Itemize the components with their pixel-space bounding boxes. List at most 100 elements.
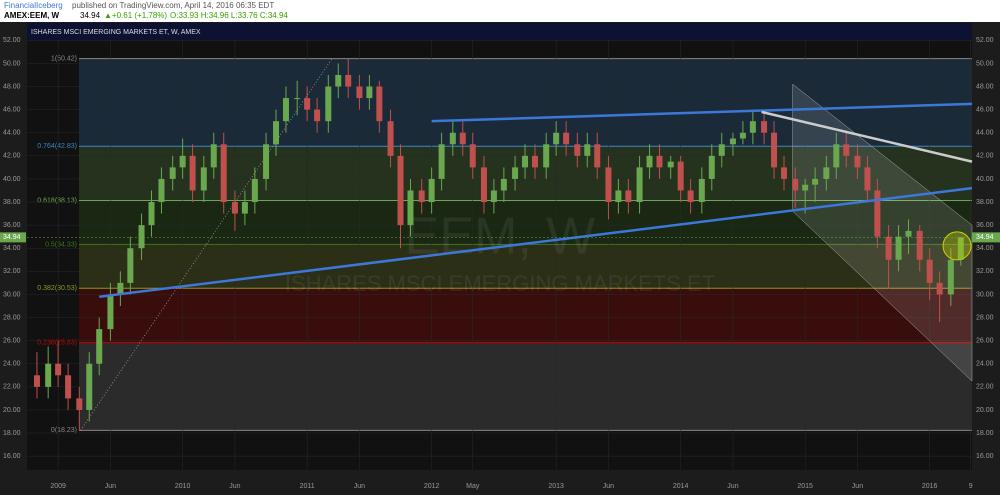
candle-body [749,121,756,133]
y-tick-label-left: 34.00 [3,245,21,252]
y-tick-label-left: 42.00 [3,153,21,160]
y-tick-label-right: 34.00 [976,245,994,252]
candle-body [459,132,466,145]
candle-body [210,144,217,168]
candle-body [895,236,902,260]
candle-body [158,178,165,203]
candle-body [864,167,871,191]
fib-band [79,58,972,147]
candle-body [179,155,186,168]
y-tick-label-right: 20.00 [976,407,994,414]
candle-body [117,282,124,295]
y-tick-label-left: 52.00 [3,37,21,44]
y-tick-label-right: 26.00 [976,337,994,344]
y-tick-label-left: 26.00 [3,337,21,344]
y-tick-label-right: 48.00 [976,83,994,90]
candle-body [739,132,746,139]
candle-body [220,144,227,203]
candle-body [605,167,612,203]
candle-body [833,144,840,168]
candle-body [314,109,321,122]
x-tick-label: Jun [105,483,116,490]
candle-body [282,98,289,122]
candle-body [449,132,456,145]
y-tick-label-right: 46.00 [976,106,994,113]
y-tick-label-right: 40.00 [976,176,994,183]
candle-body [802,184,809,191]
highlight-circle [942,231,972,261]
candle-body [843,144,850,156]
candle-body [771,132,778,168]
candle-body [107,294,114,330]
candle-body [625,190,632,203]
candle-body [667,161,674,168]
candle-body [407,190,414,226]
candle-body [854,155,861,168]
ohlc: O:33.93 H:34.96 L:33.76 C:34.94 [170,11,288,20]
candle-body [263,144,270,179]
candle-body [138,225,145,249]
y-tick-label-left: 40.00 [3,176,21,183]
candle-body [646,155,653,168]
x-tick-label: 9 [969,483,973,490]
candle-body [543,144,550,168]
trend-line [761,110,973,163]
x-tick-label: 2011 [300,483,315,490]
last-price-right: 34.94 [976,234,994,241]
y-tick-label-left: 28.00 [3,314,21,321]
candle-body [45,363,52,387]
candle-body [531,155,538,168]
candle-body [376,86,383,122]
candle-body [729,138,736,145]
candle-body [490,190,497,203]
candle-body [438,144,445,179]
y-tick-label-left: 24.00 [3,361,21,368]
y-tick-label-right: 18.00 [976,430,994,437]
watermark: EEM, W [405,208,596,266]
publisher[interactable]: FinancialIceberg [4,1,63,10]
candle-body [86,363,93,410]
symbol: AMEX:EEM, W [4,11,60,20]
candle-body [687,190,694,203]
candle-body [480,167,487,203]
fib-label: 0.764(42.83) [37,143,77,150]
x-tick-label: May [466,483,480,490]
y-tick-label-right: 22.00 [976,384,994,391]
candle-body [708,155,715,179]
fib-label: 1(50.42) [51,55,77,62]
candle-body [241,202,248,214]
x-tick-label: 2012 [424,483,440,490]
candle-body [251,178,258,203]
candle-body [936,282,943,295]
title-strip [27,23,972,40]
last-price-left: 34.94 [3,234,21,241]
candle-body [325,86,332,122]
x-tick-label: 2015 [797,483,813,490]
candle-body [780,167,787,179]
y-tick-label-right: 38.00 [976,199,994,206]
y-tick-label-right: 42.00 [976,153,994,160]
candle-body [55,363,62,376]
fib-band [79,288,972,343]
fib-label: 0.236(25.83) [37,339,77,346]
candle-body [656,155,663,168]
y-tick-label-left: 38.00 [3,199,21,206]
candle-body [335,74,342,87]
x-tick-label: Jun [852,483,863,490]
candle-body [553,132,560,145]
header-bg [0,0,1000,22]
candle-body [594,144,601,168]
last-price-box-left [0,232,26,243]
y-tick-label-left: 22.00 [3,384,21,391]
candle-body [574,144,581,156]
y-tick-label-left: 50.00 [3,60,21,67]
candle-body [905,230,912,237]
candle-body [148,202,155,226]
candle-body [169,167,176,179]
chart-title: ISHARES MSCI EMERGING MARKETS ET, W, AME… [31,29,201,36]
x-tick-label: Jun [727,483,738,490]
x-tick-label: Jun [354,483,365,490]
candle-body [469,144,476,168]
candle-body [294,98,301,100]
candle-body [418,190,425,203]
